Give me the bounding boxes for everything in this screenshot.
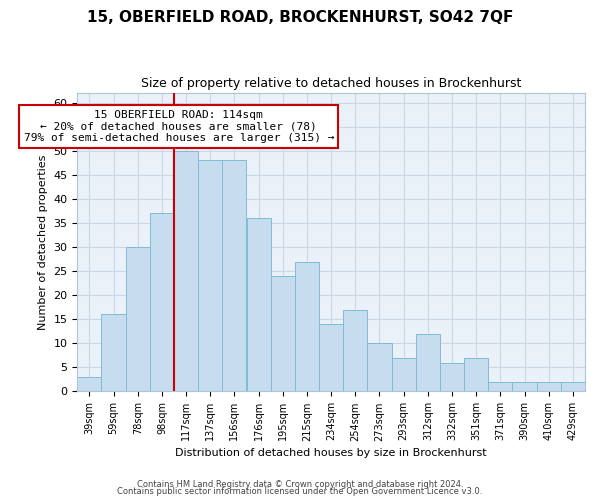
X-axis label: Distribution of detached houses by size in Brockenhurst: Distribution of detached houses by size … bbox=[175, 448, 487, 458]
Bar bbox=[512, 382, 536, 392]
Bar bbox=[319, 324, 343, 392]
Y-axis label: Number of detached properties: Number of detached properties bbox=[38, 154, 48, 330]
Text: 15, OBERFIELD ROAD, BROCKENHURST, SO42 7QF: 15, OBERFIELD ROAD, BROCKENHURST, SO42 7… bbox=[87, 10, 513, 25]
Bar bbox=[247, 218, 271, 392]
Bar bbox=[561, 382, 585, 392]
Bar bbox=[416, 334, 440, 392]
Title: Size of property relative to detached houses in Brockenhurst: Size of property relative to detached ho… bbox=[141, 78, 521, 90]
Text: Contains HM Land Registry data © Crown copyright and database right 2024.: Contains HM Land Registry data © Crown c… bbox=[137, 480, 463, 489]
Bar bbox=[488, 382, 512, 392]
Bar bbox=[295, 262, 319, 392]
Bar bbox=[101, 314, 125, 392]
Text: 15 OBERFIELD ROAD: 114sqm
← 20% of detached houses are smaller (78)
79% of semi-: 15 OBERFIELD ROAD: 114sqm ← 20% of detac… bbox=[23, 110, 334, 143]
Bar bbox=[343, 310, 367, 392]
Bar bbox=[440, 362, 464, 392]
Bar bbox=[198, 160, 223, 392]
Text: Contains public sector information licensed under the Open Government Licence v3: Contains public sector information licen… bbox=[118, 487, 482, 496]
Bar bbox=[125, 247, 150, 392]
Bar bbox=[150, 214, 174, 392]
Bar bbox=[174, 151, 198, 392]
Bar bbox=[271, 276, 295, 392]
Bar bbox=[77, 377, 101, 392]
Bar bbox=[223, 160, 247, 392]
Bar bbox=[392, 358, 416, 392]
Bar bbox=[536, 382, 561, 392]
Bar bbox=[464, 358, 488, 392]
Bar bbox=[367, 344, 392, 392]
